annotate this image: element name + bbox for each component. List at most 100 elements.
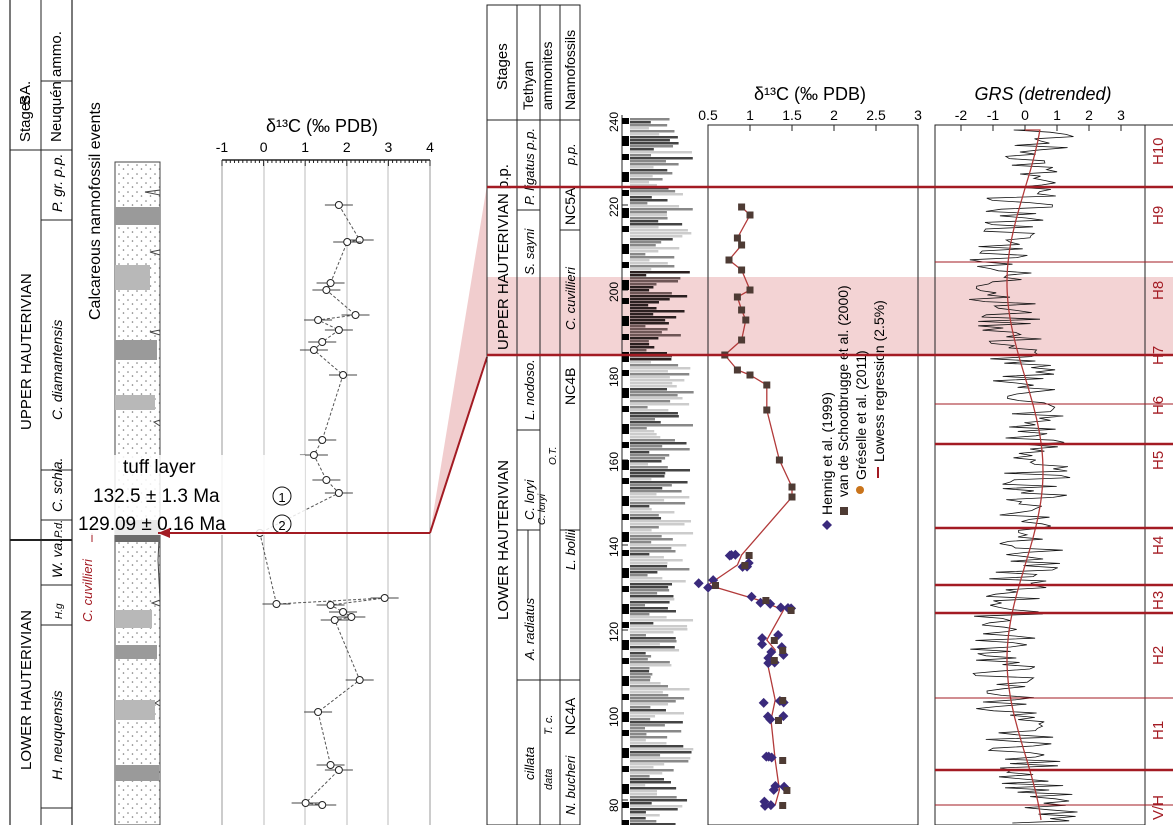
vds-point — [762, 597, 770, 604]
vds-point — [787, 607, 795, 614]
right-c-loryi: C. loryi — [522, 478, 537, 520]
left-d13c-tick-label: 3 — [385, 139, 393, 155]
right-cillata: cillata — [522, 747, 537, 780]
left-d13c-tick-label: 2 — [343, 139, 351, 155]
hennig-point — [693, 578, 704, 589]
vds-point — [788, 493, 796, 501]
hennig-point — [703, 582, 714, 593]
vds-point — [738, 266, 746, 274]
hennig-point — [757, 633, 768, 644]
left-pd: P.d. — [53, 520, 65, 538]
cycle-label: H2 — [1150, 646, 1167, 665]
vds-point — [788, 483, 796, 491]
shaded-interval — [487, 277, 1173, 354]
vds-point — [746, 211, 754, 219]
left-hg: H.g — [54, 603, 65, 619]
nanno-events-label: Calcareous nannofossil events — [87, 102, 104, 320]
right-s-sayni: S. sayni — [522, 228, 537, 275]
left-d13c-point — [314, 708, 323, 716]
left-h-neu: H. neuquensis — [49, 690, 65, 780]
right-l-nodoso: L. nodoso. — [522, 359, 537, 420]
left-d13c-point — [334, 326, 343, 334]
right-n-bucheri: N. bucheri — [563, 755, 578, 815]
left-d13c-point — [339, 608, 348, 616]
depth-tick-label: 100 — [607, 707, 621, 727]
cycle-label: H1 — [1150, 721, 1167, 740]
left-d13c-point — [326, 601, 335, 609]
depth-tick-label: 180 — [607, 367, 621, 387]
grs-signal-line — [969, 129, 1078, 824]
right-nc5a: NC5A — [562, 187, 578, 225]
vds-point — [712, 582, 719, 589]
vds-point — [733, 234, 741, 242]
right-l-bollii: L. bollii — [563, 528, 578, 570]
grs-tick-label: 0 — [1021, 107, 1029, 123]
left-c-cuv: C. cuvillieri — [80, 558, 95, 622]
right-col-ammonites: ammonites — [539, 42, 555, 110]
right-ot: O.T. — [548, 446, 559, 465]
depth-tick-label: 80 — [607, 798, 621, 812]
right-d13c-plot: δ¹³C (‰ PDB) 0.5 1 1.5 2 2.5 3 Hennig et al. … — [693, 84, 922, 825]
left-d13c-point — [334, 201, 343, 209]
vds-point — [779, 802, 787, 809]
vds-point — [770, 657, 778, 664]
grs-tick-label: 3 — [1117, 107, 1125, 123]
right-d13c-tick-label: 3 — [914, 107, 922, 123]
left-d13c-point — [309, 451, 318, 459]
right-lower-haut: LOWER HAUTERIVIAN — [495, 460, 512, 620]
cycle-label: V/H — [1150, 795, 1167, 820]
vds-point — [770, 637, 778, 644]
left-d13c-point — [330, 616, 339, 624]
left-d13c-point — [301, 799, 310, 807]
vds-point — [746, 371, 754, 379]
left-d13c-point — [347, 613, 356, 621]
depth-tick-label: 200 — [607, 282, 621, 302]
hennig-point — [746, 591, 757, 602]
grs-tick-label: 2 — [1085, 107, 1093, 123]
tuff-age-1: 132.5 ± 1.3 Ma — [93, 486, 220, 507]
left-d13c-point — [318, 801, 327, 809]
left-d13c-point — [318, 436, 327, 444]
cycle-label: H9 — [1150, 206, 1167, 225]
depth-tick-label: 220 — [607, 197, 621, 217]
vds-point — [775, 717, 782, 724]
left-col-stages: Stages — [17, 95, 34, 142]
left-lower-haut: LOWER HAUTERIVIAN — [18, 610, 35, 770]
right-col-nanno: Nannofossils — [562, 30, 578, 110]
hennig-point — [724, 550, 735, 561]
right-c-loryi-2: C. loryi — [537, 493, 548, 525]
left-d13c-point — [334, 489, 343, 497]
tuff-layer-label: tuff layer — [123, 457, 196, 478]
grs-title: GRS (detrended) — [974, 84, 1111, 104]
right-upper-haut: UPPER HAUTERIVIAN p.p. — [495, 164, 512, 350]
hennig-point — [762, 711, 773, 722]
left-d13c-tick-label: -1 — [216, 139, 229, 155]
left-d13c-point — [334, 766, 343, 774]
grs-plot: GRS (detrended) -2 -1 0 1 2 3 H10 H9 H8 H7 H6 H5 H4… — [487, 84, 1173, 825]
depth-tick-label: 140 — [607, 537, 621, 557]
right-nc4a: NC4A — [562, 697, 578, 735]
left-d13c-point — [272, 600, 281, 608]
right-d13c-tick-label: 2.5 — [866, 107, 886, 123]
vds-point — [746, 286, 754, 294]
left-col-ammo: Neuquén ammo. — [48, 31, 65, 142]
cycle-label: H6 — [1150, 396, 1167, 415]
left-d13c-point — [322, 286, 331, 294]
vds-point — [742, 316, 750, 324]
vds-point — [741, 562, 749, 569]
left-c-diam: C. diamantensis — [49, 320, 65, 420]
grs-tick-label: -2 — [955, 107, 968, 123]
right-col-stages: Stages — [494, 43, 511, 90]
left-d13c-point — [351, 311, 360, 319]
vds-point — [763, 406, 771, 414]
right-p-lig: P. ligatus p.p. — [522, 128, 537, 205]
right-pp: p.p. — [563, 143, 578, 166]
depth-tick-label: 120 — [607, 622, 621, 642]
left-d13c-point — [326, 279, 335, 287]
tuff-age-2: 129.09 ± 0.16 Ma — [78, 514, 226, 535]
depth-tick-label: 160 — [607, 452, 621, 472]
cycle-label: H7 — [1150, 346, 1167, 365]
left-c-schla: C. schla. — [49, 458, 65, 512]
vds-point — [738, 306, 746, 314]
vds-point — [745, 552, 753, 559]
